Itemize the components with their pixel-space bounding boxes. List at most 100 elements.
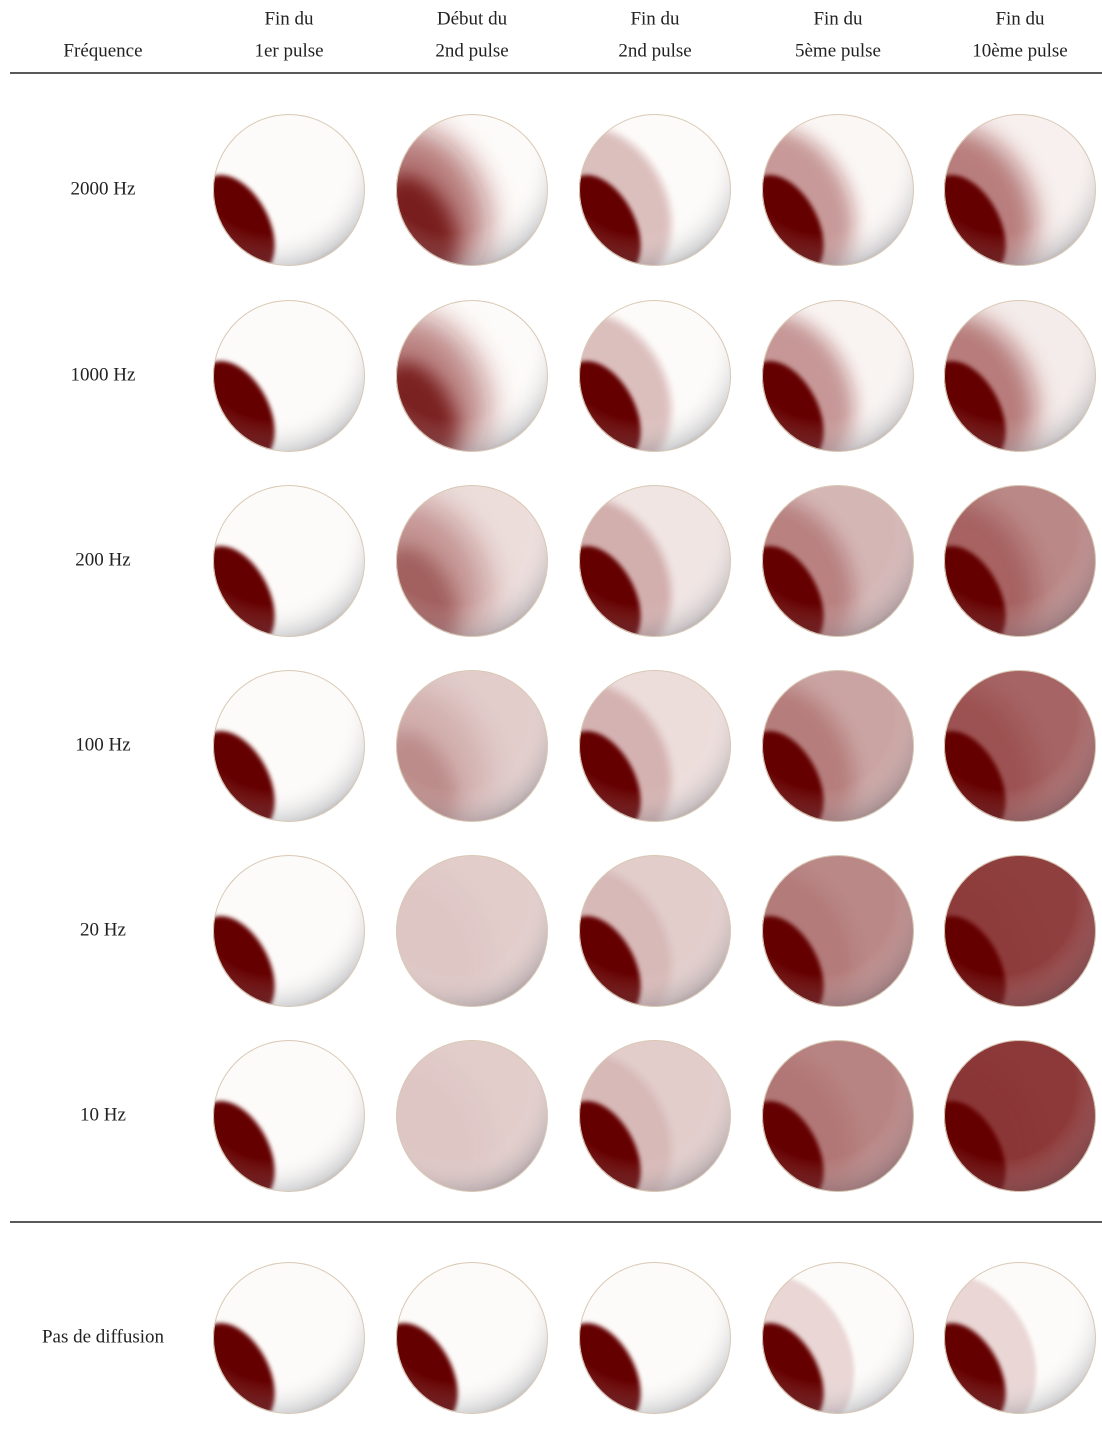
- row-label: 1000 Hz: [71, 364, 136, 385]
- sphere-shade: [213, 114, 365, 266]
- sphere: [579, 670, 731, 822]
- sphere-shade: [396, 485, 548, 637]
- sphere: [762, 114, 914, 266]
- sphere: [762, 1040, 914, 1192]
- sphere-shade: [762, 1040, 914, 1192]
- sphere-shade: [579, 485, 731, 637]
- sphere-shade: [762, 855, 914, 1007]
- sphere-outline: [579, 1040, 731, 1192]
- sphere-shade: [944, 300, 1096, 452]
- sphere-outline: [579, 855, 731, 1007]
- row-label: 2000 Hz: [71, 178, 136, 199]
- column-header: 2nd pulse: [435, 40, 508, 61]
- sphere-outline: [944, 485, 1096, 637]
- sphere: [213, 485, 365, 637]
- sphere-shade: [944, 1040, 1096, 1192]
- sphere-outline: [396, 300, 548, 452]
- sphere-outline: [396, 855, 548, 1007]
- sphere: [396, 855, 548, 1007]
- sphere-shade: [579, 1040, 731, 1192]
- sphere-shade: [944, 670, 1096, 822]
- sphere-outline: [944, 300, 1096, 452]
- sphere: [213, 300, 365, 452]
- row-label: 200 Hz: [75, 549, 130, 570]
- sphere-shade: [213, 1262, 365, 1414]
- sphere-outline: [762, 300, 914, 452]
- column-header: Fin du: [813, 8, 863, 29]
- sphere: [944, 670, 1096, 822]
- row-label: 20 Hz: [80, 919, 126, 940]
- sphere-outline: [579, 485, 731, 637]
- sphere-shade: [579, 1262, 731, 1414]
- sphere: [944, 1040, 1096, 1192]
- sphere-shade: [762, 114, 914, 266]
- sphere: [579, 1262, 731, 1414]
- sphere: [579, 855, 731, 1007]
- sphere-outline: [213, 1262, 365, 1414]
- sphere-shade: [213, 855, 365, 1007]
- sphere-outline: [762, 670, 914, 822]
- sphere-outline: [213, 300, 365, 452]
- sphere-outline: [762, 485, 914, 637]
- sphere: [213, 114, 365, 266]
- sphere-shade: [213, 670, 365, 822]
- sphere-outline: [579, 1262, 731, 1414]
- sphere: [762, 1262, 914, 1414]
- sphere-outline: [762, 114, 914, 266]
- row-label: 10 Hz: [80, 1104, 126, 1125]
- sphere-shade: [762, 1262, 914, 1414]
- sphere: [944, 300, 1096, 452]
- sphere: [944, 114, 1096, 266]
- sphere: [579, 1040, 731, 1192]
- sphere-outline: [396, 114, 548, 266]
- sphere-outline: [579, 114, 731, 266]
- sphere-outline: [944, 855, 1096, 1007]
- sphere-shade: [396, 670, 548, 822]
- sphere: [762, 855, 914, 1007]
- sphere: [396, 670, 548, 822]
- sphere: [579, 485, 731, 637]
- sphere-shade: [213, 1040, 365, 1192]
- sphere: [579, 300, 731, 452]
- sphere: [396, 1040, 548, 1192]
- sphere: [396, 1262, 548, 1414]
- column-header: 5ème pulse: [795, 40, 881, 61]
- sphere-outline: [579, 670, 731, 822]
- sphere-shade: [396, 855, 548, 1007]
- sphere-outline: [944, 1262, 1096, 1414]
- column-header: Fin du: [264, 8, 314, 29]
- sphere-outline: [762, 1040, 914, 1192]
- sphere: [579, 114, 731, 266]
- sphere-shade: [213, 485, 365, 637]
- sphere-shade: [944, 114, 1096, 266]
- sphere-outline: [944, 1040, 1096, 1192]
- sphere: [944, 485, 1096, 637]
- sphere-outline: [213, 1040, 365, 1192]
- sphere-outline: [762, 855, 914, 1007]
- sphere: [213, 855, 365, 1007]
- sphere-shade: [762, 485, 914, 637]
- sphere-shade: [396, 1040, 548, 1192]
- column-header: Début du: [437, 8, 508, 29]
- sphere-shade: [396, 114, 548, 266]
- sphere: [762, 670, 914, 822]
- column-header: Fréquence: [63, 40, 142, 61]
- column-header: 2nd pulse: [618, 40, 691, 61]
- column-header: 1er pulse: [254, 40, 323, 61]
- sphere: [944, 1262, 1096, 1414]
- sphere-outline: [213, 855, 365, 1007]
- sphere-outline: [396, 670, 548, 822]
- column-header: Fin du: [995, 8, 1045, 29]
- sphere-outline: [213, 670, 365, 822]
- sphere: [213, 670, 365, 822]
- sphere: [213, 1262, 365, 1414]
- sphere-outline: [396, 1040, 548, 1192]
- sphere-shade: [579, 670, 731, 822]
- sphere-outline: [579, 300, 731, 452]
- sphere-shade: [762, 670, 914, 822]
- sphere: [762, 300, 914, 452]
- sphere-shade: [579, 300, 731, 452]
- sphere-shade: [944, 485, 1096, 637]
